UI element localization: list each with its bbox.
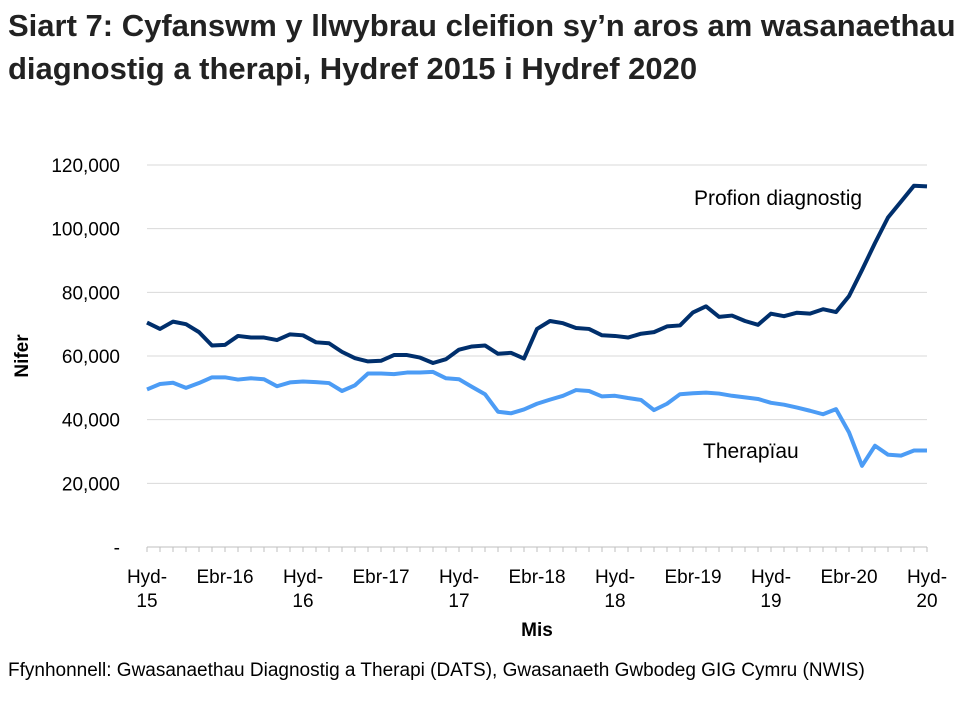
x-tick-label: Ebr-18 [508, 567, 565, 588]
x-tick-label: Ebr-17 [352, 567, 409, 588]
y-tick-label: - [114, 538, 120, 559]
series-line-therapies [146, 369, 927, 468]
y-tick-label: 100,000 [51, 220, 120, 241]
x-tick-label: Ebr-16 [196, 567, 253, 588]
y-tick-label: 120,000 [51, 156, 120, 177]
y-axis-label: Nifer [12, 334, 33, 378]
y-tick-label: 60,000 [62, 347, 120, 368]
source-note: Ffynhonnell: Gwasanaethau Diagnostig a T… [8, 660, 865, 681]
x-tick-label: 16 [292, 591, 313, 612]
x-tick-label: Hyd- [907, 567, 947, 588]
y-tick-label: 20,000 [62, 474, 120, 495]
x-tick-label: 15 [136, 591, 157, 612]
x-tick-label: Hyd- [595, 567, 635, 588]
x-tick-label: 19 [760, 591, 781, 612]
series-label-diagnostic: Profion diagnostig [694, 187, 862, 210]
series-line-diagnostic [146, 183, 928, 366]
x-tick-label: Ebr-19 [664, 567, 721, 588]
x-axis-label: Mis [521, 620, 553, 641]
x-tick-label: 17 [448, 591, 469, 612]
series-label-therapies: Therapïau [703, 440, 799, 463]
y-tick-label: 80,000 [62, 283, 120, 304]
x-tick-label: Hyd- [283, 567, 323, 588]
y-tick-label: 40,000 [62, 411, 120, 432]
x-tick-label: Hyd- [127, 567, 167, 588]
x-tick-label: 20 [916, 591, 937, 612]
x-tick-label: Hyd- [751, 567, 791, 588]
x-tick-label: Hyd- [439, 567, 479, 588]
x-tick-label: 18 [604, 591, 625, 612]
chart-title: Siart 7: Cyfanswm y llwybrau cleifion sy… [8, 8, 956, 86]
x-tick-label: Ebr-20 [820, 567, 877, 588]
line-chart: - 20,000 40,000 60,000 80,000 100,000 120,000 H… [12, 156, 947, 641]
